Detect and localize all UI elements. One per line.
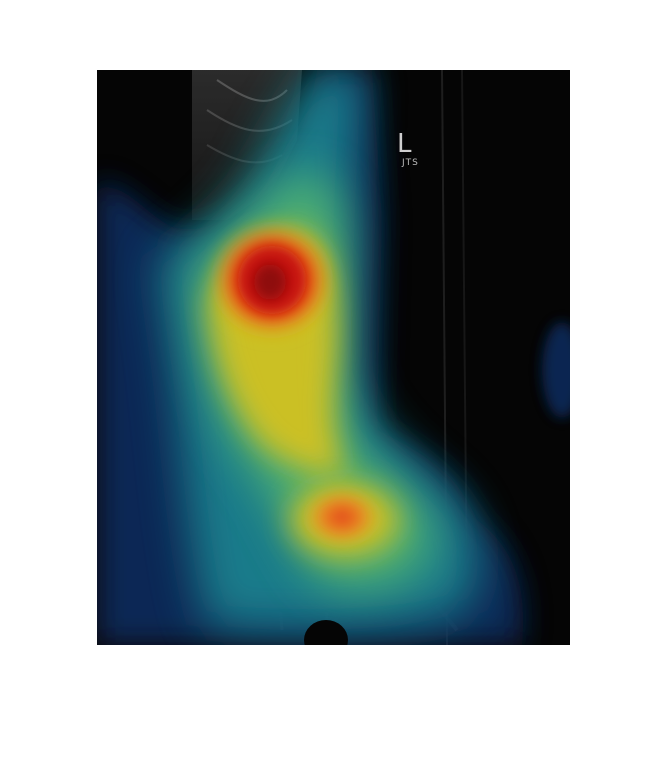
xray-heatmap-figure: L JTS [97,70,570,645]
side-marker: L JTS [397,129,419,168]
xray-heatmap-canvas: L JTS [97,70,570,645]
bottom-dark-notch [304,620,348,645]
heatmap-overlay [97,70,570,645]
side-marker-initials: JTS [401,158,419,168]
side-marker-letter: L [397,129,412,159]
